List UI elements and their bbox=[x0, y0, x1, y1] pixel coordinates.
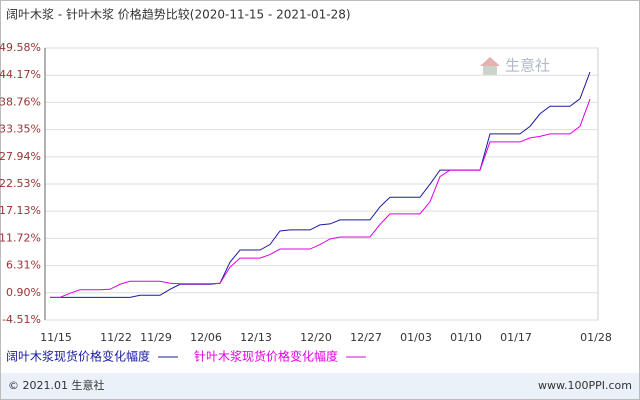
watermark-icon bbox=[480, 57, 500, 75]
y-tick-label: 17.13% bbox=[0, 204, 41, 217]
x-tick-label: 11/22 bbox=[100, 331, 132, 344]
y-tick-label: 33.35% bbox=[0, 123, 41, 136]
x-tick-label: 01/10 bbox=[450, 331, 482, 344]
series-line bbox=[50, 71, 591, 298]
x-tick-label: 01/03 bbox=[400, 331, 432, 344]
footer-left: © 2021.01 生意社 bbox=[8, 378, 104, 392]
watermark: 生意社 bbox=[505, 57, 550, 75]
x-tick-label: 12/20 bbox=[300, 331, 332, 344]
legend-label: 针叶木浆现货价格变化幅度 bbox=[194, 349, 338, 364]
footer-right: www.100PPI.com bbox=[538, 379, 632, 392]
y-tick-label: -4.51% bbox=[2, 313, 41, 326]
series-line bbox=[50, 99, 591, 298]
y-tick-label: 11.72% bbox=[0, 231, 41, 244]
x-tick-label: 12/06 bbox=[190, 331, 222, 344]
y-tick-label: 49.58% bbox=[0, 41, 41, 54]
chart-title: 阔叶木浆 - 针叶木浆 价格趋势比较(2020-11-15 - 2021-01-… bbox=[6, 7, 351, 22]
y-tick-label: 38.76% bbox=[0, 95, 41, 108]
y-tick-label: 6.31% bbox=[6, 259, 41, 272]
y-tick-label: 0.90% bbox=[6, 286, 41, 299]
footer-bar bbox=[1, 373, 639, 399]
x-tick-label: 11/15 bbox=[40, 331, 72, 344]
y-tick-label: 27.94% bbox=[0, 150, 41, 163]
x-tick-label: 11/29 bbox=[140, 331, 172, 344]
y-tick-label: 44.17% bbox=[0, 68, 41, 81]
x-tick-label: 01/17 bbox=[500, 331, 532, 344]
x-tick-label: 12/27 bbox=[350, 331, 382, 344]
y-tick-label: 22.53% bbox=[0, 177, 41, 190]
x-tick-label: 01/28 bbox=[580, 331, 612, 344]
x-tick-label: 12/13 bbox=[240, 331, 272, 344]
legend-label: 阔叶木浆现货价格变化幅度 bbox=[6, 349, 150, 364]
